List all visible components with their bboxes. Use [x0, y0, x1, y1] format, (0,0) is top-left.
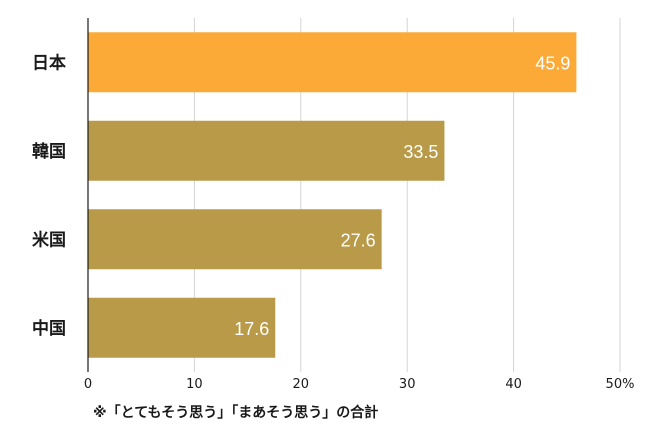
category-label: 中国 — [32, 318, 66, 339]
bar — [88, 209, 382, 270]
bars: 45.9 33.5 27.6 17.6 — [88, 32, 577, 358]
bar-value-label: 33.5 — [403, 142, 438, 162]
bar — [88, 32, 577, 93]
footnote: ※「とてもそう思う」「まあそう思う」の合計 — [93, 405, 379, 421]
category-label: 米国 — [32, 229, 66, 250]
bar-value-label: 27.6 — [341, 230, 376, 250]
bar — [88, 297, 276, 358]
category-label: 韓国 — [32, 141, 66, 162]
category-label: 日本 — [32, 52, 66, 73]
x-tick-label: 40 — [505, 377, 522, 392]
x-tick-label: 30 — [399, 377, 416, 392]
bar-value-label: 45.9 — [535, 53, 570, 73]
x-tick-label: 0 — [84, 377, 92, 392]
x-tick-label: 20 — [293, 377, 310, 392]
x-tick-label: 50% — [606, 377, 635, 392]
bar-value-label: 17.6 — [234, 319, 269, 339]
x-tick-label: 10 — [186, 377, 203, 392]
bar — [88, 120, 445, 181]
x-tick-labels: 0 10 20 30 40 50% — [84, 377, 635, 392]
